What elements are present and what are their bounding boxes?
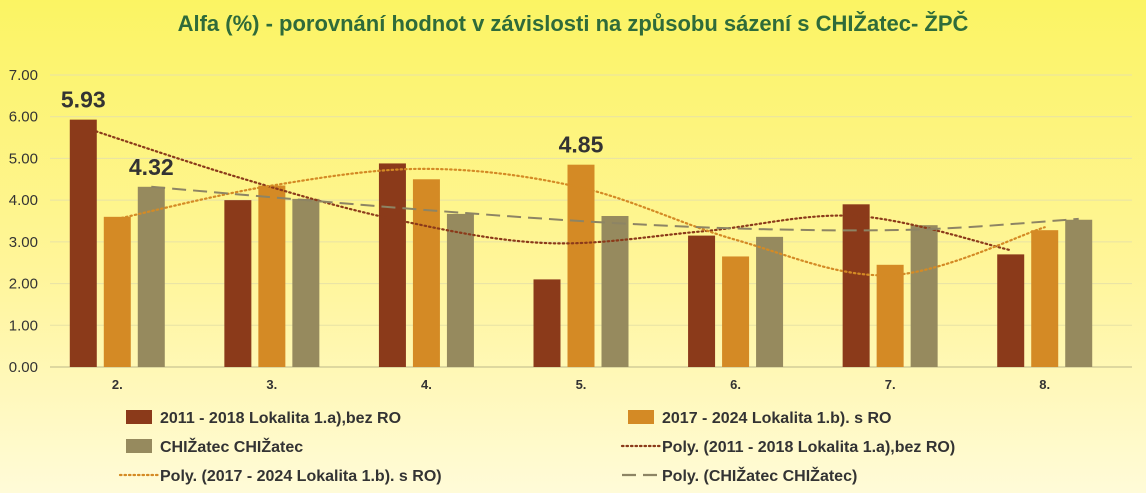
x-tick-label: 7. [885, 377, 896, 392]
legend-swatch [126, 439, 152, 453]
bar [1065, 219, 1093, 367]
y-tick-label: 3.00 [9, 234, 38, 251]
x-tick-label: 5. [576, 377, 587, 392]
y-tick-label: 6.00 [9, 109, 38, 126]
bar [567, 164, 595, 367]
legend-swatch [126, 410, 152, 424]
x-tick-label: 6. [730, 377, 741, 392]
bar [103, 216, 131, 367]
y-tick-label: 0.00 [9, 359, 38, 376]
legend: 2011 - 2018 Lokalita 1.a),bez RO 2017 - 2… [118, 410, 955, 485]
bar [601, 215, 629, 367]
x-axis-ticks: 2. 3. 4. 5. 6. 7. 8. [112, 377, 1050, 392]
y-tick-label: 4.00 [9, 192, 38, 209]
data-label: 4.32 [129, 154, 174, 180]
legend-label: 2017 - 2024 Lokalita 1.b). s RO [662, 410, 891, 427]
bar [842, 204, 870, 367]
legend-label: CHIŽatec CHIŽatec [160, 437, 303, 456]
legend-label: Poly. (2011 - 2018 Lokalita 1.a),bez RO) [662, 439, 955, 456]
y-axis-ticks: 0.00 1.00 2.00 3.00 4.00 5.00 6.00 7.00 [9, 67, 38, 376]
bar [910, 225, 938, 367]
bar [378, 163, 406, 367]
legend-label: Poly. (CHIŽatec CHIŽatec) [662, 466, 857, 485]
bar [446, 213, 474, 367]
chart-title: Alfa (%) - porovnání hodnot v závislosti… [178, 11, 969, 36]
data-label: 4.85 [559, 132, 604, 158]
bar [292, 198, 320, 367]
bar [258, 185, 286, 367]
legend-swatch [628, 410, 654, 424]
bar [756, 236, 784, 367]
bar [722, 256, 750, 367]
bar [224, 200, 252, 367]
trendline [151, 185, 1079, 232]
bar [997, 254, 1025, 367]
x-tick-label: 3. [266, 377, 277, 392]
trendlines [82, 126, 1079, 277]
bar [1031, 230, 1059, 367]
y-tick-label: 1.00 [9, 317, 38, 334]
y-tick-label: 2.00 [9, 276, 38, 293]
x-tick-label: 8. [1039, 377, 1050, 392]
data-labels: 5.93 4.32 4.85 [61, 87, 604, 180]
bars [69, 119, 1093, 368]
bar [137, 186, 165, 367]
bar [69, 119, 97, 368]
bar [533, 279, 561, 367]
bar [412, 179, 440, 367]
legend-label: 2011 - 2018 Lokalita 1.a),bez RO [160, 410, 401, 427]
trendline [116, 167, 1046, 277]
bar [876, 264, 904, 367]
trendline [82, 126, 1012, 252]
x-tick-label: 4. [421, 377, 432, 392]
data-label: 5.93 [61, 87, 106, 113]
x-tick-label: 2. [112, 377, 123, 392]
y-tick-label: 7.00 [9, 67, 38, 84]
bar [688, 235, 716, 367]
legend-label: Poly. (2017 - 2024 Lokalita 1.b). s RO) [160, 468, 442, 485]
y-tick-label: 5.00 [9, 150, 38, 167]
